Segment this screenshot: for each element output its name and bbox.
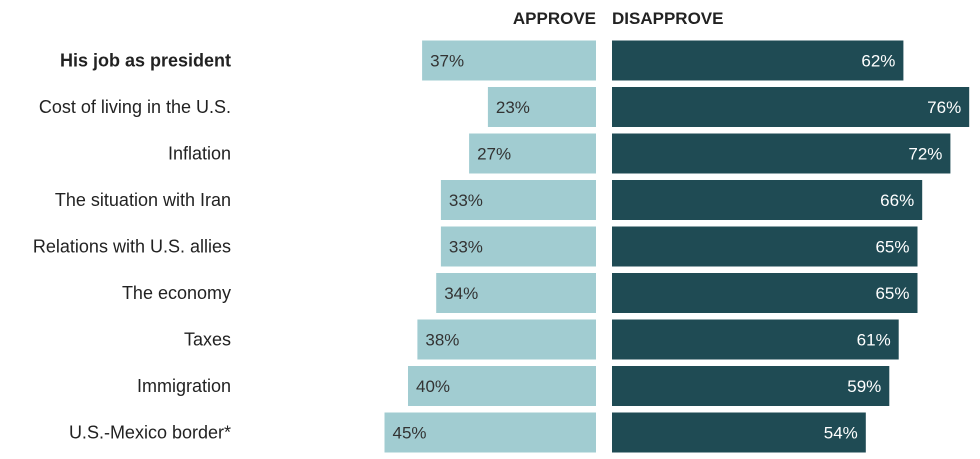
approve-bar: [384, 412, 596, 453]
disapprove-bar: [612, 226, 918, 267]
approve-bar: [417, 319, 596, 360]
approve-value-label: 37%: [430, 52, 464, 71]
disapprove-header: DISAPPROVE: [612, 9, 723, 28]
disapprove-bar: [612, 180, 923, 220]
category-label: Taxes: [184, 330, 231, 350]
approve-value-label: 27%: [477, 145, 511, 164]
disapprove-value-label: 72%: [908, 145, 942, 164]
disapprove-bar: [612, 412, 866, 453]
approve-bar: [436, 273, 596, 313]
disapprove-value-label: 76%: [927, 98, 961, 117]
disapprove-value-label: 65%: [875, 238, 909, 257]
approve-bar: [469, 133, 596, 174]
category-label: The situation with Iran: [55, 190, 231, 210]
approve-value-label: 38%: [425, 331, 459, 350]
approve-value-label: 40%: [416, 377, 450, 396]
approve-bar: [440, 226, 596, 267]
approve-header: APPROVE: [513, 9, 596, 28]
approve-bar: [440, 180, 596, 220]
category-label: U.S.-Mexico border*: [69, 423, 231, 443]
category-label: Immigration: [137, 376, 231, 396]
disapprove-value-label: 54%: [824, 424, 858, 443]
approve-value-label: 34%: [444, 284, 478, 303]
disapprove-bar: [612, 133, 951, 174]
disapprove-bar: [612, 40, 904, 81]
chart-rows: His job as president 37% 62% Cost of living…: [33, 40, 970, 453]
category-label: Cost of living in the U.S.: [39, 97, 231, 117]
category-label: Inflation: [168, 144, 231, 164]
approve-value-label: 45%: [393, 424, 427, 443]
disapprove-bar: [612, 319, 899, 360]
category-label: His job as president: [60, 51, 231, 71]
approve-bar: [408, 366, 596, 406]
disapprove-value-label: 61%: [857, 331, 891, 350]
approve-value-label: 33%: [449, 238, 483, 257]
disapprove-bar: [612, 366, 890, 406]
category-label: Relations with U.S. allies: [33, 237, 231, 257]
disapprove-value-label: 62%: [861, 52, 895, 71]
disapprove-bar: [612, 87, 970, 127]
approve-value-label: 33%: [449, 191, 483, 210]
approve-bar: [422, 40, 596, 81]
disapprove-value-label: 65%: [875, 284, 909, 303]
disapprove-value-label: 59%: [847, 377, 881, 396]
approve-bar: [487, 87, 596, 127]
disapprove-bar: [612, 273, 918, 313]
approve-value-label: 23%: [496, 98, 530, 117]
disapprove-value-label: 66%: [880, 191, 914, 210]
category-label: The economy: [122, 283, 231, 303]
